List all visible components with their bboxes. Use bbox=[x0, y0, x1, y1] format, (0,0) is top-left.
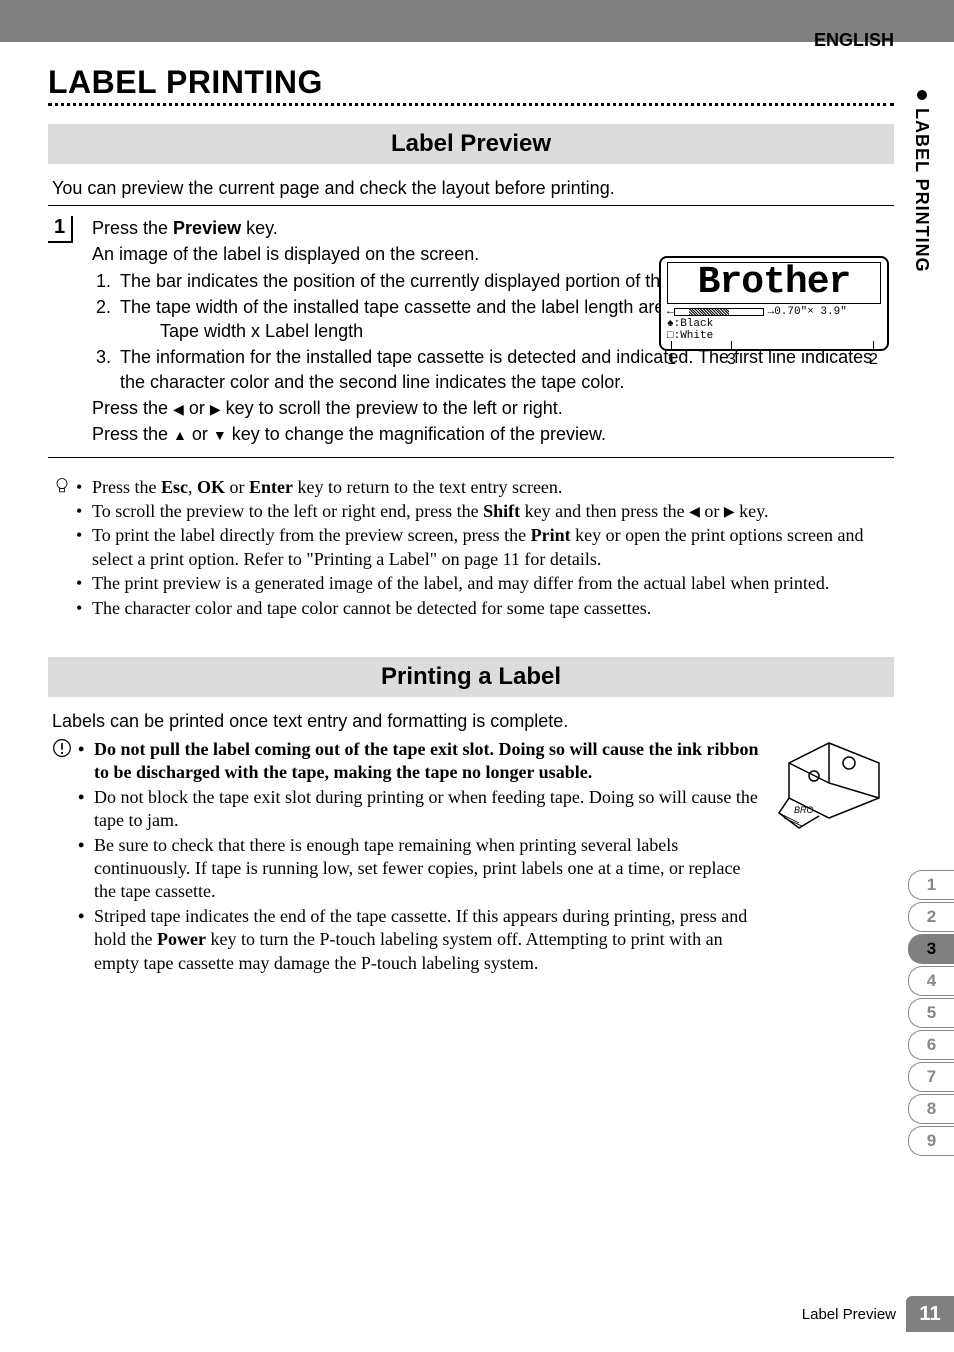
text: key to change the magnification of the p… bbox=[227, 424, 606, 444]
up-arrow-icon: ▲ bbox=[173, 427, 187, 443]
lcd-dims: →0.70"× 3.9" bbox=[768, 306, 847, 318]
lcd-color-white: □:White bbox=[667, 331, 881, 343]
tick bbox=[671, 341, 672, 351]
lcd-scroll-track bbox=[674, 308, 764, 316]
svg-text:BRO: BRO bbox=[794, 805, 814, 815]
step-1: 1 Press the Preview key. An image of the… bbox=[48, 210, 894, 453]
shift-key: Shift bbox=[483, 501, 520, 521]
section1-intro: You can preview the current page and che… bbox=[48, 178, 894, 199]
right-arrow-icon: ▶ bbox=[210, 401, 221, 417]
warning-item: Be sure to check that there is enough ta… bbox=[76, 834, 766, 904]
warning-body: Do not pull the label coming out of the … bbox=[76, 738, 766, 976]
footer: Label Preview 11 bbox=[802, 1296, 954, 1332]
lcd-pointer-row: 1 3 2 bbox=[659, 351, 889, 375]
divider bbox=[48, 457, 894, 458]
right-arrow-icon: ▶ bbox=[724, 505, 735, 520]
side-bullet-icon bbox=[917, 90, 927, 100]
divider bbox=[48, 205, 894, 206]
down-arrow-icon: ▼ bbox=[213, 427, 227, 443]
side-section-label: LABEL PRINTING bbox=[911, 90, 932, 273]
thumb-tab-3[interactable]: 3 bbox=[908, 934, 954, 964]
pointer-3: 3 bbox=[727, 351, 736, 369]
side-section-text: LABEL PRINTING bbox=[912, 108, 932, 273]
press-ud-line: Press the ▲ or ▼ key to change the magni… bbox=[92, 422, 894, 446]
ok-key: OK bbox=[197, 477, 225, 497]
language-label: ENGLISH bbox=[814, 30, 894, 51]
left-arrow-icon: ◀ bbox=[173, 401, 184, 417]
title-divider bbox=[48, 103, 894, 106]
lcd-bar-row: ← →0.70"× 3.9" bbox=[667, 306, 881, 318]
thumb-tab-1[interactable]: 1 bbox=[908, 870, 954, 900]
warning-item: Do not block the tape exit slot during p… bbox=[76, 786, 766, 833]
cassette-illustration: BRO bbox=[774, 738, 894, 976]
text: Press the bbox=[92, 218, 173, 238]
thumb-tab-4[interactable]: 4 bbox=[908, 966, 954, 996]
warning-item-bold: Do not pull the label coming out of the … bbox=[76, 738, 766, 785]
footer-section-label: Label Preview bbox=[802, 1306, 896, 1323]
hint-body: Press the Esc, OK or Enter key to return… bbox=[76, 476, 894, 621]
section2-intro: Labels can be printed once text entry an… bbox=[48, 711, 894, 732]
press-lr-line: Press the ◀ or ▶ key to scroll the previ… bbox=[92, 396, 894, 420]
lcd-color-black: ♠:Black bbox=[667, 319, 881, 331]
thumb-tab-8[interactable]: 8 bbox=[908, 1094, 954, 1124]
hint-item: Press the Esc, OK or Enter key to return… bbox=[76, 476, 894, 499]
section-heading-preview: Label Preview bbox=[48, 124, 894, 164]
thumb-tab-6[interactable]: 6 bbox=[908, 1030, 954, 1060]
preview-key: Preview bbox=[173, 218, 241, 238]
lightbulb-icon bbox=[48, 476, 76, 621]
esc-key: Esc bbox=[161, 477, 188, 497]
text: or bbox=[187, 424, 213, 444]
enter-key: Enter bbox=[249, 477, 293, 497]
step-number-box: 1 bbox=[48, 216, 78, 449]
header-bar bbox=[0, 0, 954, 42]
hint-item: The print preview is a generated image o… bbox=[76, 572, 894, 595]
warning-item: Striped tape indicates the end of the ta… bbox=[76, 905, 766, 975]
lcd-illustration: Brother ← →0.70"× 3.9" ♠:Black □:White 1… bbox=[644, 256, 904, 375]
section-printing: Printing a Label Labels can be printed o… bbox=[48, 657, 894, 976]
hint-item: To scroll the preview to the left or rig… bbox=[76, 500, 894, 523]
thumb-index: 1 2 3 4 5 6 7 8 9 bbox=[908, 870, 954, 1158]
thumb-tab-2[interactable]: 2 bbox=[908, 902, 954, 932]
text: key to scroll the preview to the left or… bbox=[221, 398, 563, 418]
thumb-tab-9[interactable]: 9 bbox=[908, 1126, 954, 1156]
tick bbox=[731, 341, 732, 351]
thumb-tab-5[interactable]: 5 bbox=[908, 998, 954, 1028]
hint-block: Press the Esc, OK or Enter key to return… bbox=[48, 476, 894, 621]
text: Press the bbox=[92, 398, 173, 418]
step-body: Press the Preview key. An image of the l… bbox=[92, 216, 894, 449]
pointer-1: 1 bbox=[667, 351, 676, 369]
step-number: 1 bbox=[48, 216, 73, 243]
hint-item: The character color and tape color canno… bbox=[76, 597, 894, 620]
text: or bbox=[184, 398, 210, 418]
hint-item: To print the label directly from the pre… bbox=[76, 524, 894, 571]
thumb-tab-7[interactable]: 7 bbox=[908, 1062, 954, 1092]
text: Press the bbox=[92, 424, 173, 444]
lcd-screen: Brother ← →0.70"× 3.9" ♠:Black □:White bbox=[659, 256, 889, 351]
warning-block: Do not pull the label coming out of the … bbox=[48, 738, 894, 976]
pointer-2: 2 bbox=[869, 351, 878, 369]
content-area: Label Preview You can preview the curren… bbox=[48, 124, 894, 976]
lcd-scroll-thumb bbox=[689, 309, 729, 315]
lcd-arrow-left: ← bbox=[667, 306, 674, 318]
footer-page-number: 11 bbox=[906, 1296, 954, 1332]
lcd-brand: Brother bbox=[667, 262, 881, 304]
print-key: Print bbox=[531, 525, 571, 545]
press-preview-line: Press the Preview key. bbox=[92, 216, 894, 240]
tick bbox=[873, 341, 874, 351]
text: key. bbox=[241, 218, 278, 238]
power-key: Power bbox=[157, 929, 206, 949]
warning-icon bbox=[48, 738, 76, 976]
page-title: LABEL PRINTING bbox=[48, 64, 954, 101]
section-heading-printing: Printing a Label bbox=[48, 657, 894, 697]
left-arrow-icon: ◀ bbox=[689, 505, 700, 520]
